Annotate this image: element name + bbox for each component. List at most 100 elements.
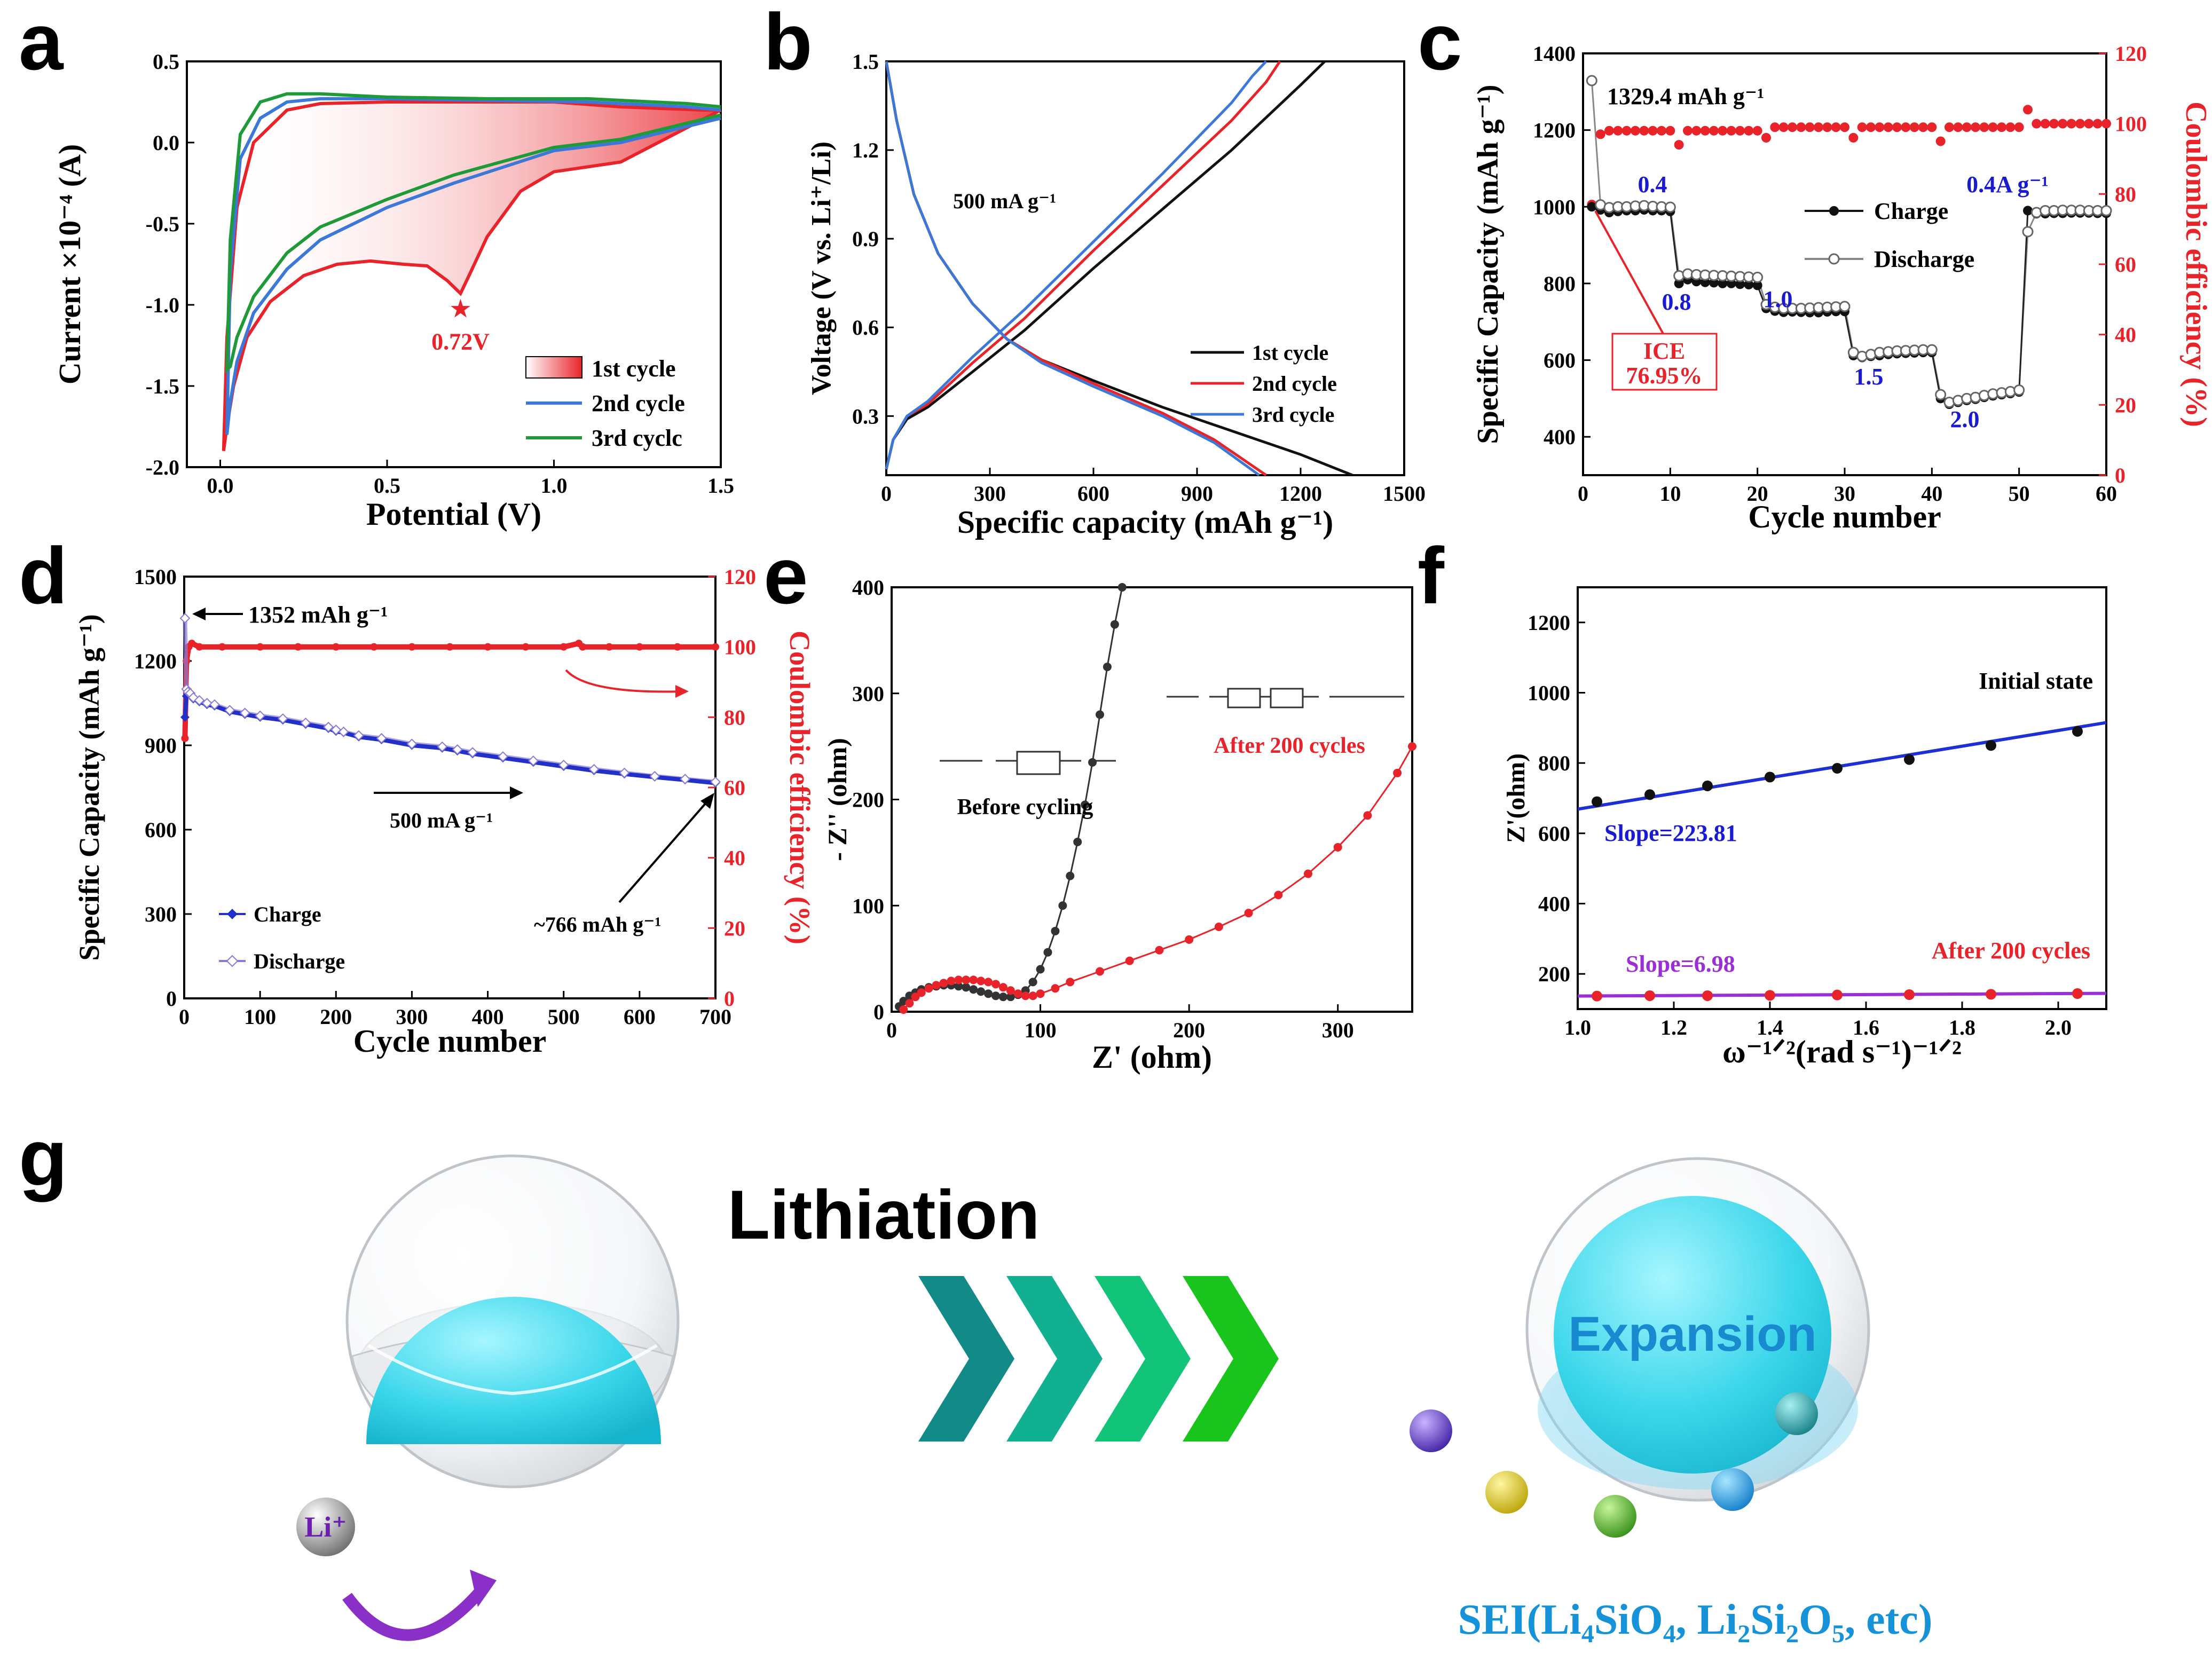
rate-arrow-head [510, 786, 523, 799]
discharge-point [323, 721, 334, 732]
ce-point [1979, 122, 1989, 132]
y-tick-label: 800 [1544, 272, 1576, 296]
rate-label: 0.8 [1662, 289, 1691, 315]
charge-point [1752, 280, 1762, 290]
discharge-point [194, 695, 205, 706]
ce-point [1752, 125, 1762, 136]
nyquist-point [1088, 758, 1097, 767]
discharge-point [2100, 204, 2112, 216]
discharge-point [406, 738, 418, 750]
silicon-core [366, 1297, 661, 1444]
nyquist-point [1006, 986, 1015, 995]
ce-point [1988, 122, 1998, 132]
ce-point [1631, 125, 1640, 136]
y-tick-label: 0 [166, 987, 177, 1011]
nyquist-line-2 [903, 746, 1413, 1011]
y2-tick-label: 60 [2115, 253, 2136, 277]
ce-point [1648, 125, 1658, 136]
y-tick-label: 0.6 [852, 316, 879, 340]
circuit-before [940, 751, 1116, 775]
x-axis-label: Z' (ohm) [1092, 1039, 1212, 1075]
circuit-after [1167, 688, 1404, 708]
nyquist-point [1058, 901, 1067, 910]
ce-point [1761, 133, 1771, 143]
x-tick-label: 400 [472, 1005, 504, 1029]
nyquist-point [998, 983, 1007, 992]
charge-curve-3 [885, 60, 1268, 470]
panel-label-c: c [1418, 0, 1462, 86]
y-tick-label: 1.5 [852, 50, 879, 74]
ce-point [1814, 122, 1823, 132]
y-axis-label: - Z'' (ohm) [822, 738, 852, 861]
y-tick-label: 800 [1538, 751, 1570, 775]
legend-label: 2nd cycle [592, 390, 685, 416]
x-axis-label: ω⁻¹ᐟ²(rad s⁻¹)⁻¹ᐟ² [1722, 1034, 1962, 1069]
x-tick-label: 1.0 [541, 474, 568, 498]
chart-e-nyquist-plot: 0 100 200 300 0 100 200 300 400 Z' (ohm) - Z'' (oh… [822, 576, 1416, 1075]
x-tick-label: 1200 [1279, 482, 1322, 506]
discharge-point [649, 771, 660, 782]
ce-point [218, 643, 226, 651]
x-tick-label: 1.8 [1949, 1015, 1975, 1039]
lithiated-particle: Expansion [1410, 1157, 1870, 1538]
nyquist-point [1028, 978, 1037, 987]
panel-label-e: e [763, 531, 808, 620]
x-tick-label: 2.0 [2045, 1015, 2072, 1039]
x-tick-label: 100 [1025, 1018, 1057, 1042]
ce-point [712, 643, 719, 651]
slope-after-label: Slope=6.98 [1626, 951, 1735, 977]
nyquist-point [1214, 923, 1223, 931]
nyquist-point [991, 991, 1000, 1001]
discharge-point [1839, 301, 1851, 312]
curved-arrow-head [470, 1570, 497, 1607]
discharge-point [376, 732, 387, 744]
plot-frame [186, 60, 722, 468]
discharge-point [619, 767, 630, 778]
legend-marker-discharge [226, 955, 239, 967]
y2-tick-label: 20 [724, 916, 745, 940]
y2-tick-label: 0 [724, 987, 735, 1011]
ice-arrow [1594, 210, 1664, 334]
x-tick-label: 700 [699, 1005, 731, 1029]
legend-swatch-1 [525, 356, 582, 379]
y-tick-label: 1.2 [852, 138, 879, 162]
ce-point [1892, 122, 1902, 132]
x-tick-label: 50 [2009, 482, 2030, 506]
discharge-point [680, 774, 691, 785]
y-tick-label: 900 [145, 734, 177, 758]
discharge-point [710, 776, 721, 787]
ce-point [1700, 125, 1710, 136]
after-cycles-label: After 200 cycles [1932, 938, 2090, 964]
ce-axis-arrow-head [675, 685, 689, 698]
warburg-point [1592, 796, 1602, 807]
discharge-point [467, 747, 478, 758]
y-tick-label: 1200 [134, 649, 177, 673]
final-arrow [618, 797, 711, 903]
ce-point [1770, 122, 1780, 132]
legend-label: 2nd cycle [1252, 372, 1337, 396]
discharge-point [1752, 271, 1764, 283]
ce-point [1674, 140, 1684, 150]
ce-point [1962, 122, 1972, 132]
charge-point [1735, 279, 1745, 289]
x-tick-label: 300 [1322, 1018, 1354, 1042]
ce-point [332, 643, 340, 651]
ce-point [2092, 119, 2103, 129]
ce-point [1744, 125, 1754, 136]
warburg-point [1832, 763, 1843, 774]
final-arrow-head [700, 793, 714, 809]
sei-particle-teal [1775, 1392, 1818, 1435]
nyquist-point [1081, 800, 1090, 809]
ce-point [195, 643, 203, 651]
discharge-point [437, 741, 448, 752]
y2-tick-label: 80 [2115, 182, 2136, 206]
x-tick-label: 1.5 [707, 474, 734, 498]
warburg-point [1702, 990, 1713, 1001]
charge-point [1718, 278, 1728, 288]
peak-label: 0.72V [431, 329, 490, 355]
cv-line-3 [225, 92, 721, 374]
warburg-point [1644, 789, 1655, 800]
y-tick-label: 1200 [1528, 611, 1570, 635]
chart-b-voltage-profiles: 0 300 600 900 1200 1500 0.3 0.6 0.9 1.2 1.5 Specifi… [806, 50, 1426, 540]
ce-point [1639, 125, 1649, 136]
